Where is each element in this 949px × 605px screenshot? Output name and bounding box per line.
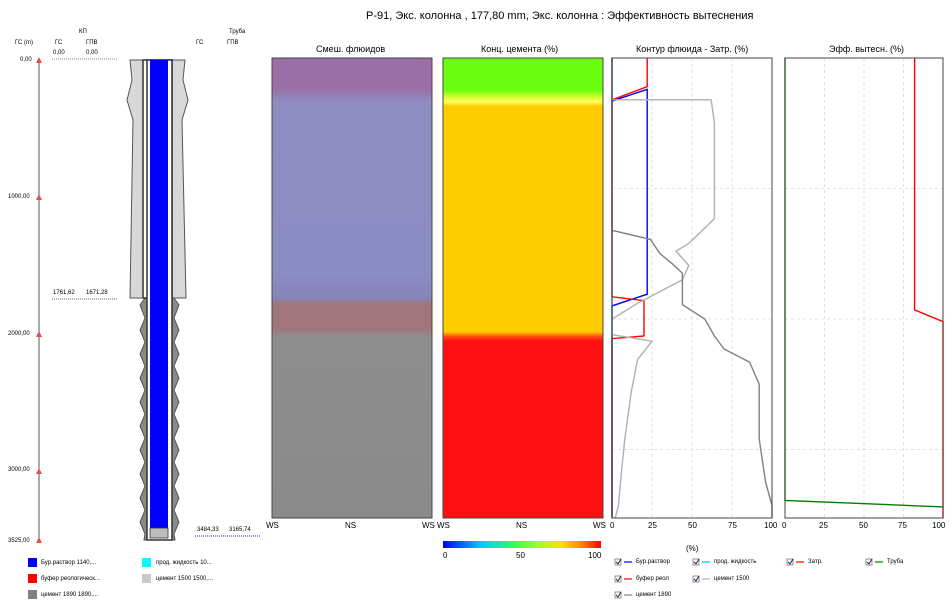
colorbar-tick-0: 0 [443,551,448,560]
col-pipe-gs-header: ГС [196,40,204,46]
cement-colorbar [443,541,601,548]
legend-label-mud: Бур.раствор 1140,... [41,560,97,566]
series-line-буфер-реол [611,58,648,518]
contour-x-tick-100: 100 [764,521,778,530]
cement-x-label-mid: NS [516,521,528,530]
depth-label-1000: 1000,00 [8,194,30,200]
mixing-fluid-image [272,58,432,518]
colorbar-tick-50: 50 [516,551,525,560]
cement-panel [442,57,604,548]
col-pipe-gpv-header: ГПВ [227,40,239,46]
depth-tick-marks [36,57,42,543]
series-line-бур-раствор [611,58,648,518]
legend-swatch-spacer [28,574,37,583]
col-gc-header: ГС (m) [15,40,33,46]
shoe-gs-value: 1761,62 [53,290,75,296]
legend-label-cement1890: цемент 1890 1890,... [41,592,98,598]
pipe-fluid-mud [150,60,168,538]
panel-title-cement: Конц. цемента (%) [481,44,559,54]
depth-label-2000: 2000,00 [8,331,30,337]
contour-chart [611,57,773,519]
chart-title: Р-91, Экс. колонна , 177,80 mm, Экс. кол… [366,10,754,22]
panel-title-contour: Контур флюида - Затр. (%) [636,44,749,54]
wellbore-schematic [36,57,260,543]
series-line-цемент-1890 [611,58,773,518]
legend-swatch-mud [28,558,37,567]
depth-label-3000: 3000,00 [8,467,30,473]
legend-swatch-cement1890 [28,590,37,599]
legend-checkbox-cement1500[interactable] [692,575,700,583]
contour-x-tick-25: 25 [648,521,657,530]
legend-swatch-cement1500 [142,574,151,583]
mixing-x-label-right: WS [422,521,435,530]
top-gs-value: 0,00 [53,50,65,56]
mixing-panel [271,57,433,519]
colorbar-tick-100: 100 [588,551,602,560]
mixing-x-label-mid: NS [345,521,357,530]
depth-label-3525: 3525,00 [8,538,30,544]
kp-label: КП [79,29,87,35]
legend-series-label-cement1500: цемент 1500 [714,576,750,582]
legend-checkbox-spacer[interactable] [614,575,622,583]
eff-x-tick-50: 50 [859,521,868,530]
shoe-gpv-value: 1671,28 [86,290,108,296]
eff-x-tick-0: 0 [782,521,787,530]
contour-x-tick-0: 0 [610,521,615,530]
series-legend [614,558,883,599]
legend-series-label-prod: прод. жидкость [714,559,757,565]
legend-label-prod: прод. жидкость 10... [156,560,212,566]
legend-checkbox-pipe[interactable] [865,558,873,566]
legend-series-label-spacer: буфер реол [636,576,669,582]
contour-x-tick-50: 50 [688,521,697,530]
bottom-gpv-value: 3165,74 [229,527,251,533]
mixing-panel-frame [271,57,433,519]
cement-panel-frame [442,57,604,519]
cement-x-label-right: WS [593,521,606,530]
legend-series-label-zatr: Затр. [808,559,823,565]
pipe-label: Труба [229,29,246,35]
legend-series-label-pipe: Труба [887,559,904,565]
efficiency-chart [784,57,944,519]
efficiency-frame [784,57,944,519]
legend-series-label-mud: Бур.раствор [636,559,670,565]
panel-title-efficiency: Эфф. вытесн. (%) [829,44,905,54]
bottom-gs-value: 3484,33 [197,527,219,533]
legend-checkbox-cement1890[interactable] [614,591,622,599]
cement-concentration-image [443,58,603,518]
legend-label-cement1500: цемент 1500 1500,... [156,576,213,582]
legend-checkbox-prod[interactable] [692,558,700,566]
eff-x-tick-100: 100 [932,521,946,530]
contour-x-tick-75: 75 [728,521,737,530]
efficiency-grid [785,58,943,518]
panel-title-mixing: Смеш. флюидов [316,44,386,54]
eff-x-tick-75: 75 [898,521,907,530]
series-line-цемент-1500 [611,58,716,519]
col-gs-header: ГС [55,40,63,46]
legend-swatch-prod [142,558,151,567]
contour-frame [611,57,773,519]
eff-x-tick-25: 25 [819,521,828,530]
contour-grid [612,58,772,518]
legend-checkbox-mud[interactable] [614,558,622,566]
legend-label-spacer: буфер реологическ... [41,576,100,582]
series-line-затр- [913,58,944,518]
legend-series-label-cement1890: цемент 1890 [636,592,672,598]
legend-checkbox-zatr[interactable] [786,558,794,566]
cement-x-label-left: WS [437,521,450,530]
col-gpv-header: ГПВ [86,40,98,46]
depth-label-0: 0,00 [20,57,32,63]
mixing-x-label-left: WS [266,521,279,530]
contour-x-unit: (%) [686,544,699,553]
pipe-bottom-shoe [149,527,169,539]
top-gpv-value: 0,00 [86,50,98,56]
